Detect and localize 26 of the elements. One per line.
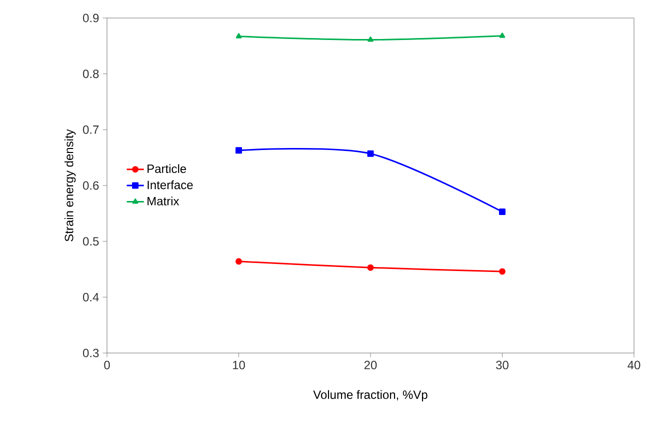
point [499,268,506,275]
point [499,32,506,38]
x-tick-label: 10 [232,360,245,370]
y-tick-label: 0.9 [82,14,99,22]
y-tick-label: 0.8 [82,70,99,78]
point [367,264,374,271]
point [368,36,374,42]
y-tick-label: 0.4 [82,292,99,302]
y-tick-label: 0.7 [82,125,99,134]
x-tick-label: 0 [104,360,110,370]
legend-label: Interface [148,180,193,190]
point [236,147,242,154]
x-tick-label: 40 [628,360,640,370]
y-axis-title: Strain energy density [64,129,76,242]
point [499,208,506,215]
legend-label: Matrix [148,196,180,206]
y-tick-label: 0.6 [82,181,99,190]
point [236,33,242,38]
y-tick-label: 0.5 [82,237,99,246]
x-axis-title: Volume fraction, %Vp [313,390,428,402]
y-tick-label: 0.3 [82,348,99,358]
point [236,258,242,265]
point [367,150,374,157]
x-tick-label: 20 [364,360,377,370]
x-tick-label: 30 [496,360,508,370]
legend-label: Particle [148,164,186,174]
